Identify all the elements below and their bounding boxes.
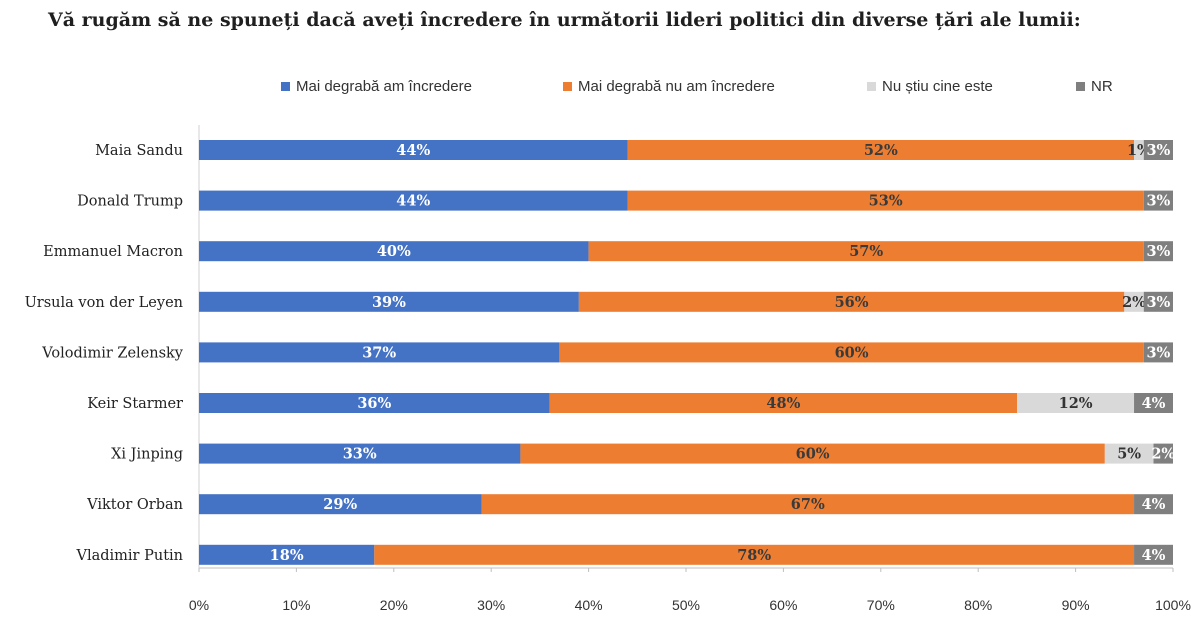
category-label: Ursula von der Leyen <box>25 295 183 311</box>
legend-item-nr: NR <box>1076 78 1113 95</box>
chart-legend: Mai degrabă am încredere Mai degrabă nu … <box>0 78 1200 100</box>
x-tick-label: 60% <box>769 597 797 613</box>
data-label: 4% <box>1142 395 1166 412</box>
bar-segment <box>1124 291 1144 312</box>
data-label: 57% <box>849 243 883 260</box>
bar-segment <box>481 494 1135 515</box>
data-label: 78% <box>737 547 771 564</box>
bar-segment <box>1143 342 1173 363</box>
x-tick-label: 50% <box>672 597 700 613</box>
data-label: 2% <box>1122 294 1146 311</box>
legend-label-nr: NR <box>1091 78 1113 95</box>
data-label: 29% <box>323 496 357 513</box>
data-label: 67% <box>791 496 825 513</box>
x-tick-label: 40% <box>575 597 603 613</box>
legend-item-unknown: Nu știu cine este <box>867 78 993 95</box>
category-label: Volodimir Zelensky <box>41 345 184 361</box>
data-label: 3% <box>1146 294 1170 311</box>
bar-segment <box>1134 494 1173 515</box>
bar-segment <box>199 494 482 515</box>
data-label: 4% <box>1142 547 1166 564</box>
x-tick-label: 80% <box>964 597 992 613</box>
data-label: 37% <box>362 344 396 361</box>
data-label: 36% <box>357 395 391 412</box>
data-label: 3% <box>1146 344 1170 361</box>
bar-segment <box>199 342 560 363</box>
bar-segment <box>1153 443 1173 464</box>
data-label: 60% <box>796 446 830 463</box>
data-label: 3% <box>1146 193 1170 210</box>
bar-segment <box>559 342 1144 363</box>
legend-item-distrust: Mai degrabă nu am încredere <box>563 78 775 95</box>
bar-segment <box>199 241 589 262</box>
data-label: 4% <box>1142 496 1166 513</box>
category-label: Xi Jinping <box>111 447 183 463</box>
category-label: Emmanuel Macron <box>43 244 183 260</box>
legend-swatch-distrust <box>563 82 572 91</box>
legend-label-distrust: Mai degrabă nu am încredere <box>578 78 775 95</box>
bar-segment <box>1134 140 1144 160</box>
legend-item-trust: Mai degrabă am încredere <box>281 78 472 95</box>
x-tick-label: 10% <box>282 597 310 613</box>
data-label: 60% <box>835 344 869 361</box>
bar-segment <box>1134 393 1173 413</box>
bar-segment <box>199 140 628 160</box>
category-label: Donald Trump <box>77 194 183 210</box>
data-label: 48% <box>766 395 800 412</box>
data-label: 12% <box>1059 395 1093 412</box>
data-label: 33% <box>343 446 377 463</box>
bar-segment <box>199 190 628 211</box>
bar-segment <box>199 393 550 413</box>
bar-segment <box>520 443 1105 464</box>
bar-segment <box>1134 544 1173 565</box>
data-label: 2% <box>1151 446 1175 463</box>
category-label: Keir Starmer <box>87 396 183 412</box>
bar-segment <box>199 544 375 565</box>
bar-segment <box>199 291 579 312</box>
legend-swatch-unknown <box>867 82 876 91</box>
bar-segment <box>1143 241 1173 262</box>
data-label: 44% <box>396 193 430 210</box>
x-tick-label: 70% <box>867 597 895 613</box>
bar-segment <box>374 544 1135 565</box>
category-label: Viktor Orban <box>86 497 183 513</box>
data-label: 52% <box>864 142 898 159</box>
bar-segment <box>1143 190 1173 211</box>
bar-segment <box>1143 140 1173 160</box>
bar-segment <box>588 241 1144 262</box>
bar-segment <box>578 291 1125 312</box>
x-tick-label: 90% <box>1062 597 1090 613</box>
legend-label-unknown: Nu știu cine este <box>882 78 993 95</box>
data-label: 40% <box>377 243 411 260</box>
x-tick-label: 20% <box>380 597 408 613</box>
bar-segment <box>199 443 521 464</box>
x-tick-label: 0% <box>189 597 209 613</box>
data-label: 56% <box>835 294 869 311</box>
bar-segment <box>627 190 1144 211</box>
category-label: Maia Sandu <box>95 143 183 159</box>
bar-segment <box>1143 291 1173 312</box>
data-label: 18% <box>270 547 304 564</box>
x-tick-label: 100% <box>1155 597 1191 613</box>
data-label: 3% <box>1146 142 1170 159</box>
data-label: 53% <box>869 193 903 210</box>
bar-segment <box>549 393 1018 413</box>
bar-segment <box>627 140 1135 160</box>
legend-label-trust: Mai degrabă am încredere <box>296 78 472 95</box>
category-label: Vladimir Putin <box>76 548 184 564</box>
x-tick-label: 30% <box>477 597 505 613</box>
page-title: Vă rugăm să ne spuneți dacă aveți încred… <box>48 9 1081 31</box>
legend-swatch-trust <box>281 82 290 91</box>
legend-swatch-nr <box>1076 82 1085 91</box>
bar-segment <box>1017 393 1135 413</box>
data-label: 3% <box>1146 243 1170 260</box>
data-label: 5% <box>1117 446 1141 463</box>
bar-segment <box>1104 443 1154 464</box>
data-label: 39% <box>372 294 406 311</box>
data-label: 44% <box>396 142 430 159</box>
